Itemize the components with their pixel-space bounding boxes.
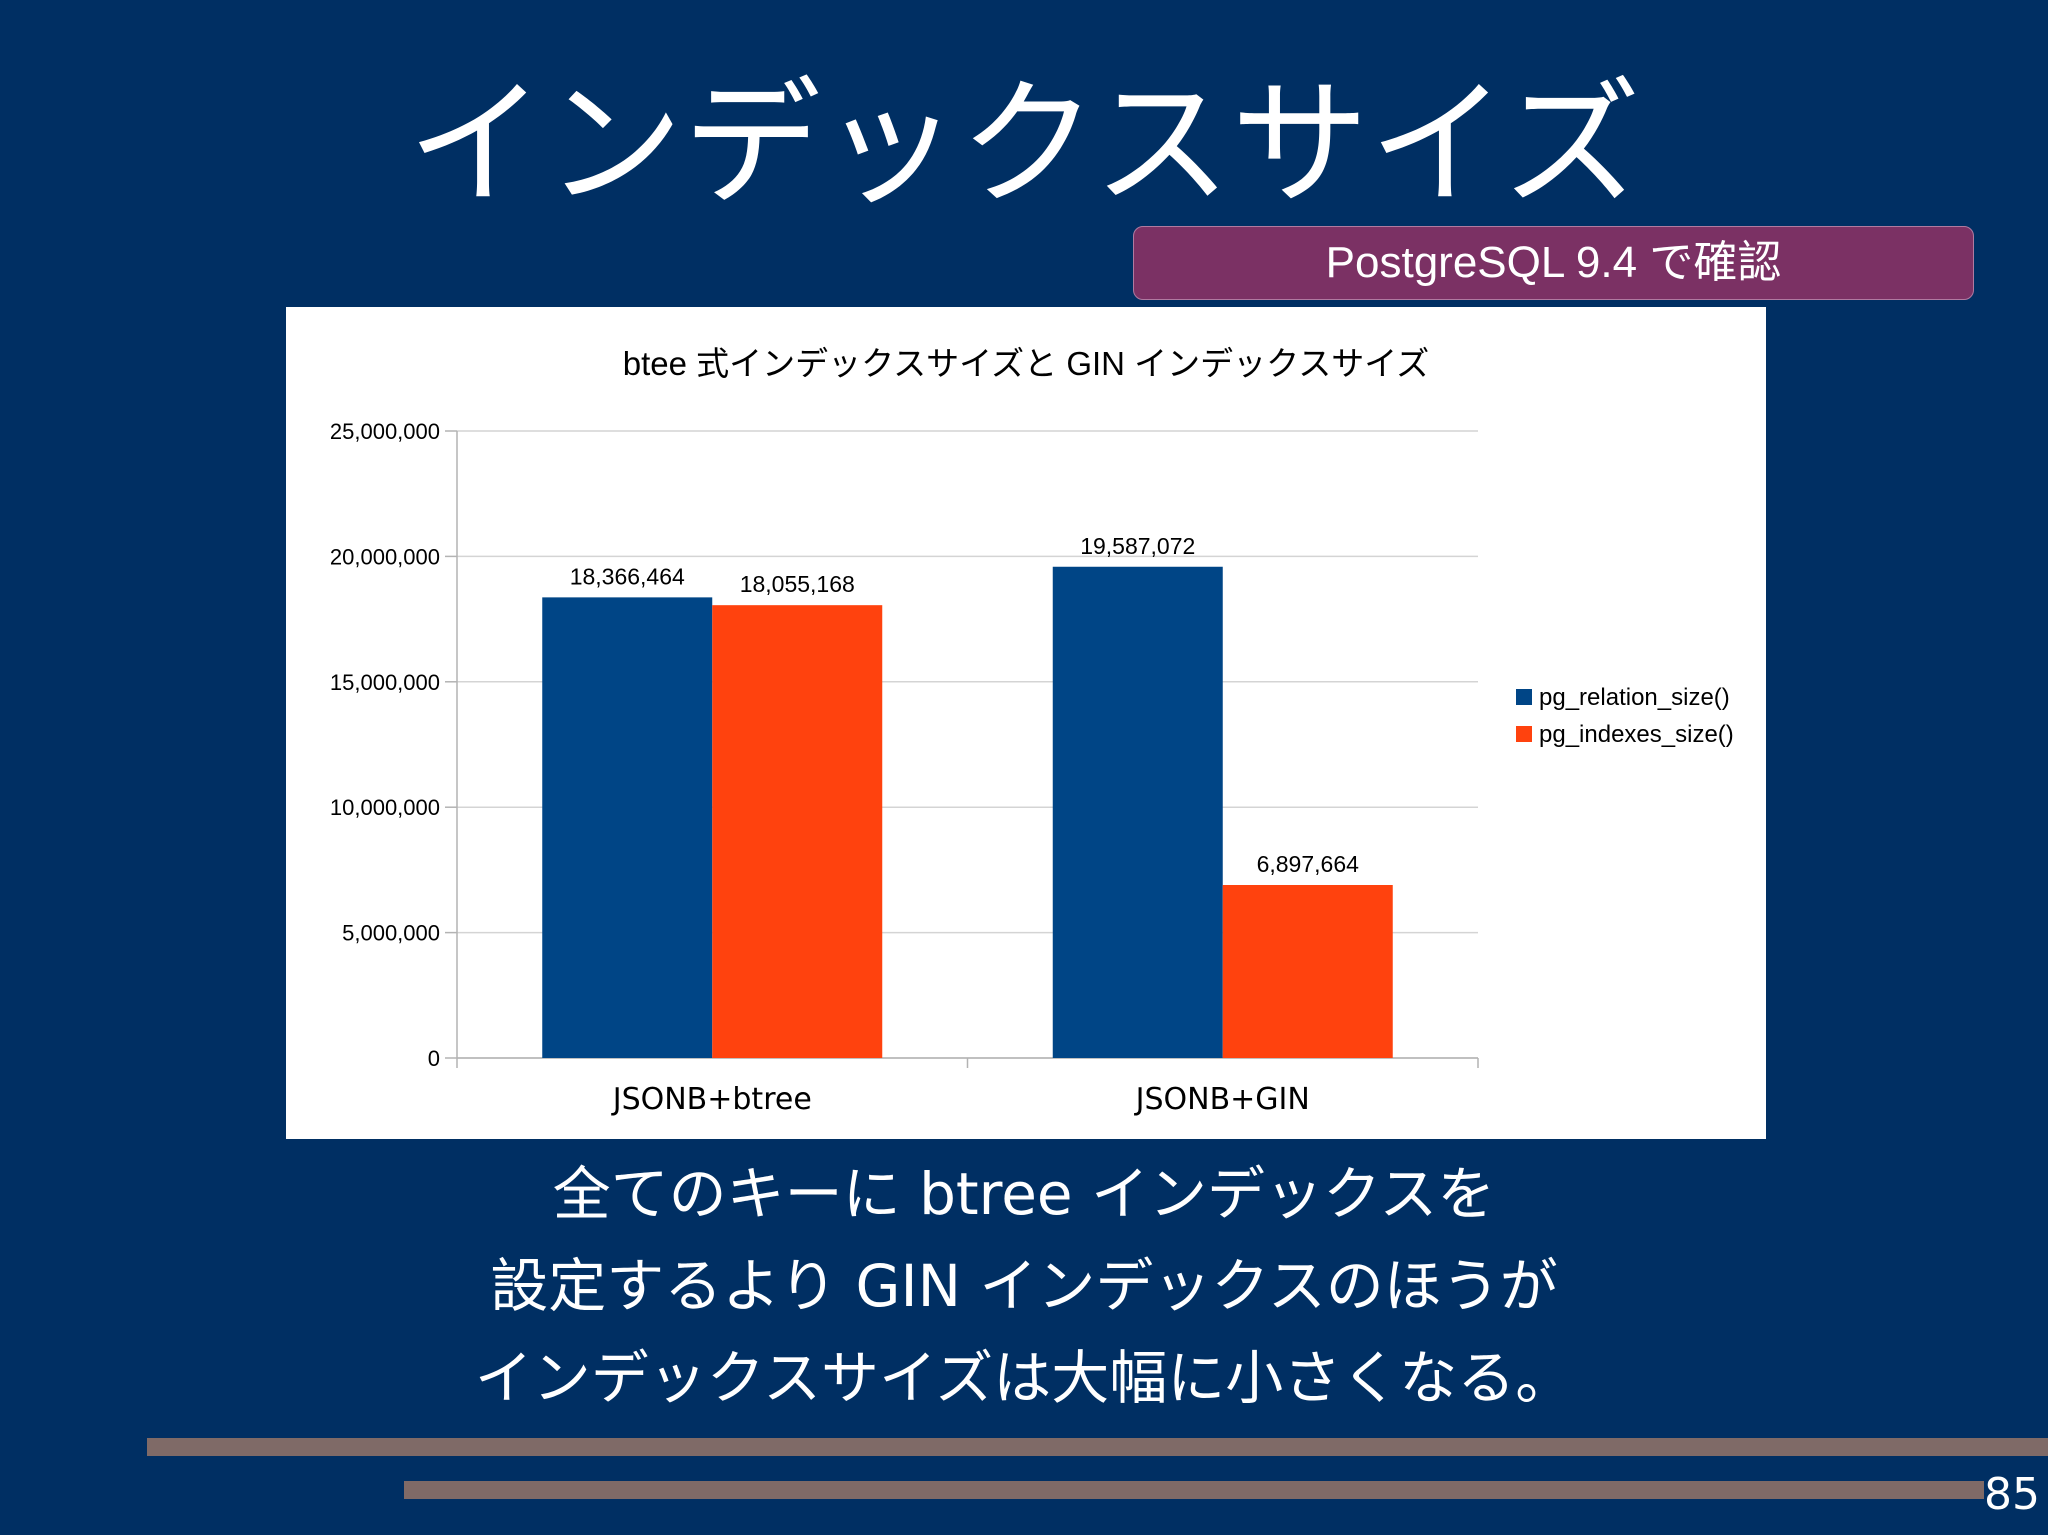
x-tick-label: JSONB+GIN: [1134, 1082, 1310, 1117]
bar-relation-size: [1052, 566, 1223, 1058]
x-tick-label: JSONB+btree: [611, 1082, 812, 1117]
legend-swatch: [1516, 726, 1532, 742]
slide-title: インデックスサイズ: [407, 64, 1641, 225]
decorative-bar-upper: [147, 1438, 2048, 1456]
data-label: 18,055,168: [740, 571, 855, 597]
caption-line-2: 設定するより GIN インデックスのほうが: [490, 1252, 1558, 1320]
data-label: 18,366,464: [570, 563, 685, 589]
y-tick-label: 5,000,000: [342, 921, 440, 946]
legend-label: pg_relation_size(): [1539, 684, 1730, 711]
chart-title: btee 式インデックスサイズと GIN インデックスサイズ: [623, 345, 1429, 382]
version-badge: PostgreSQL 9.4 で確認: [1133, 226, 1974, 300]
y-tick-label: 20,000,000: [330, 544, 440, 569]
data-label: 19,587,072: [1080, 533, 1195, 559]
bar-relation-size: [542, 597, 713, 1058]
legend-label: pg_indexes_size(): [1539, 721, 1734, 748]
y-tick-label: 0: [428, 1046, 440, 1071]
y-tick-label: 15,000,000: [330, 670, 440, 695]
bar-chart: btee 式インデックスサイズと GIN インデックスサイズ 0 5,000,000…: [330, 345, 1734, 1117]
caption-line-3: インデックスサイズは大幅に小さくなる。: [474, 1344, 1574, 1412]
data-label: 6,897,664: [1257, 851, 1360, 877]
bar-indexes-size: [1222, 885, 1393, 1058]
y-tick-label: 25,000,000: [330, 419, 440, 444]
page-number: 85: [1984, 1469, 2040, 1520]
caption-line-1: 全てのキーに btree インデックスを: [552, 1160, 1496, 1228]
decorative-bar-lower: [404, 1481, 1984, 1499]
y-tick-label: 10,000,000: [330, 795, 440, 820]
bar-indexes-size: [712, 605, 883, 1058]
caption: 全てのキーに btree インデックスを 設定するより GIN インデックスのほ…: [0, 1148, 2048, 1424]
legend-swatch: [1516, 689, 1532, 705]
chart-panel: btee 式インデックスサイズと GIN インデックスサイズ 0 5,000,000…: [286, 307, 1766, 1139]
